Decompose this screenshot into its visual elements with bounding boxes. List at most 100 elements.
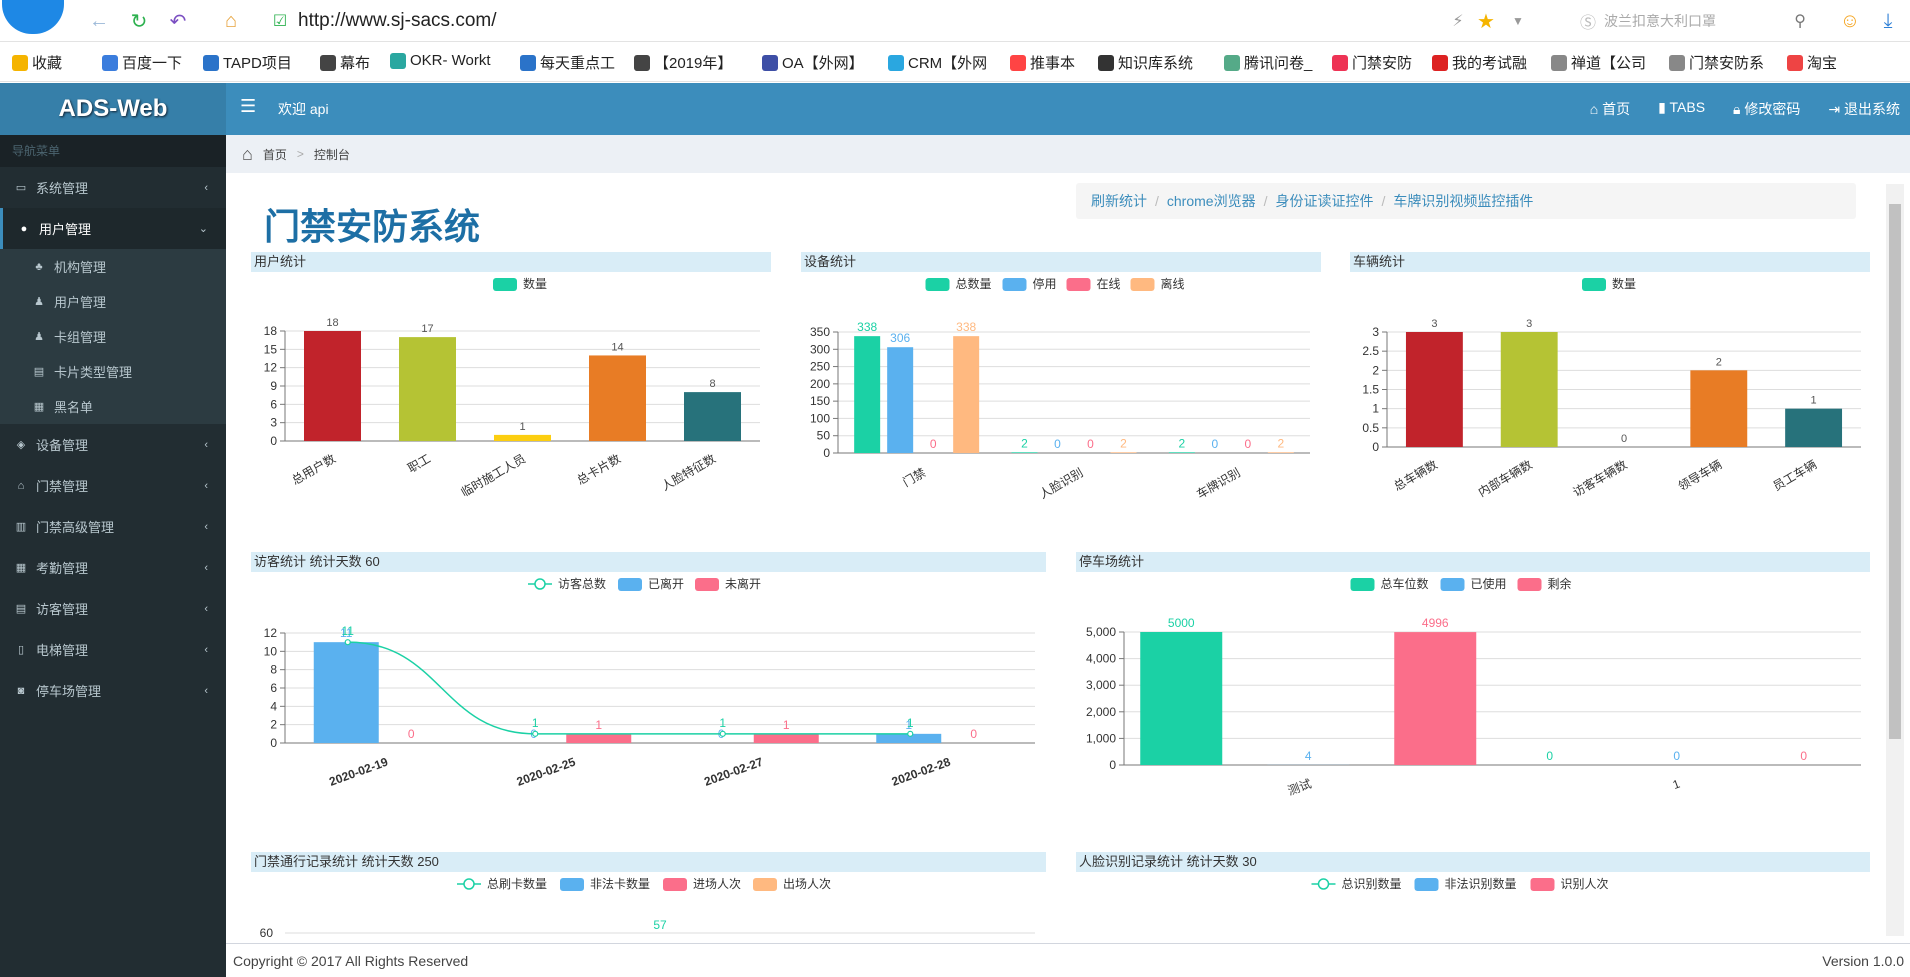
calendar-icon: ▦ [15,562,27,574]
bookmark-label: 知识库系统 [1118,55,1194,72]
refresh-stats-link[interactable]: 刷新统计 [1091,193,1147,209]
browser-search[interactable]: Ⓢ 波兰扣意大利口罩 ⚲ [1580,9,1806,33]
home-icon: ⌂ [1589,101,1603,117]
search-placeholder: 波兰扣意大利口罩 [1604,13,1717,29]
plugin-toolbar: 刷新统计 / chrome浏览器 / 身份证读证控件 / 车牌识别视频监控插件 [1076,183,1856,219]
star-icon[interactable]: ★ [1477,10,1495,33]
bookmark-label: 收藏 [32,55,63,72]
sidebar-item-system[interactable]: ▭ 系统管理 ‹ [15,181,208,196]
bookmark-item[interactable]: CRM【外网 [888,52,987,73]
bookmark-label: 幕布 [340,55,371,72]
bookmarks-bar [0,42,1910,82]
nav-password-link[interactable]: 🔒︎ 修改密码 [1733,101,1801,117]
bookmark-item[interactable]: 禅道【公司 [1551,52,1646,73]
nav-logout-link[interactable]: ⇥ 退出系统 [1828,101,1900,117]
sidebar-item-attendance[interactable]: ▦ 考勤管理 ‹ [15,561,208,576]
bookmark-item[interactable]: 门禁安防系 [1669,52,1764,73]
bookmark-item[interactable]: 百度一下 [102,52,182,73]
home-icon[interactable]: ⌂ [242,143,253,164]
shield-icon: ◈ [16,439,26,451]
sidebar-item-access-advanced[interactable]: ▥ 门禁高级管理 ‹ [15,520,208,535]
sidebar-item-parking[interactable]: ◙ 停车场管理 ‹ [0,670,226,711]
toolbar-sep: / [1381,193,1386,209]
bookmark-label: 禅道【公司 [1571,55,1647,72]
refresh-icon[interactable]: ↻ [130,10,148,33]
page-scrollbar[interactable] [1886,184,1904,936]
sidebar-sub-user[interactable]: ♟ 用户管理 [0,284,226,319]
bookmark-item[interactable]: 收藏 [12,52,62,73]
panel-title-parking: 停车场统计 [1076,552,1870,572]
bookmark-icon [1551,54,1567,71]
idcard-icon: ▤ [33,366,45,378]
bookmark-icon [1787,54,1803,71]
nav-home-link[interactable]: ⌂ 首页 [1589,101,1631,117]
sidebar-sub-cardgroup[interactable]: ♟ 卡组管理 [0,319,226,354]
bookmark-icon [888,54,904,71]
bookmark-icon [203,54,219,71]
panel-title-visitor: 访客统计 统计天数 60 [251,552,1046,572]
bookmark-icon [1669,54,1685,71]
sidebar-item-devices[interactable]: ◈ 设备管理 ‹ [0,424,226,465]
bookmark-label: TAPD项目 [223,55,292,72]
browser-toolbar: ← ↻ ↶ ⌂ ☑ http://www.sj-sacs.com/ ⚡ ★ ▼ … [0,0,1910,42]
sidebar-item-visitors[interactable]: ▤ 访客管理 ‹ [15,602,208,617]
bookmark-label: 【2019年】 [654,55,733,72]
menu-toggle-icon[interactable]: ☰ [240,96,257,116]
bookmark-icon: ▮ [1658,99,1670,115]
chevron-left-icon: ‹ [204,438,208,451]
sidebar-sub-org[interactable]: ♣ 机构管理 [0,249,226,284]
chevron-down-icon: ⌄ [198,223,208,235]
bookmark-item[interactable]: 推事本 [1010,52,1075,73]
bookmark-icon [1432,54,1448,71]
bookmark-item[interactable]: 我的考试融 [1432,52,1527,73]
sitemap-icon: ♣ [35,260,43,273]
bookmark-item[interactable]: 【2019年】 [634,52,732,73]
sidebar-sub-cardtype[interactable]: ▤ 卡片类型管理 [33,365,133,380]
bookmark-label: CRM【外网 [908,55,988,72]
url-bar[interactable]: http://www.sj-sacs.com/ [298,10,497,31]
home-icon[interactable]: ⌂ [224,9,238,32]
search-engine-icon: Ⓢ [1580,15,1597,32]
bookmark-item[interactable]: 幕布 [320,52,370,73]
bookmark-label: 淘宝 [1807,55,1838,72]
bookmark-label: OA【外网】 [782,55,864,72]
download-icon[interactable]: ⤓ [1883,9,1893,32]
bookmark-icon [1010,54,1026,71]
sidebar-sub-blacklist[interactable]: ▦ 黑名单 [33,400,94,415]
breadcrumb-home[interactable]: 首页 [262,147,287,162]
bookmark-item[interactable]: 腾讯问卷_ [1224,52,1312,73]
welcome-text: 欢迎 api [278,101,329,117]
smiley-icon[interactable]: ☺ [1839,9,1861,32]
top-links: ⌂ 首页 ▮ TABS 🔒︎ 修改密码 ⇥ 退出系统 [1590,99,1900,119]
bookmark-item[interactable]: 每天重点工 [520,52,615,73]
nav-tabs-link[interactable]: ▮ TABS [1658,99,1706,115]
sidebar-item-access[interactable]: ⌂ 门禁管理 ‹ [0,465,226,506]
bookmark-icon [520,54,536,71]
bookmark-item[interactable]: 门禁安防 [1332,52,1412,73]
browser-logo-icon [2,0,64,34]
bookmark-item[interactable]: 淘宝 [1787,52,1837,73]
breadcrumb-current: 控制台 [313,147,350,162]
id-reader-link[interactable]: 身份证读证控件 [1275,193,1374,209]
scrollbar-thumb[interactable] [1889,204,1901,739]
undo-icon[interactable]: ↶ [169,10,187,33]
lightning-icon[interactable]: ⚡ [1452,13,1464,30]
panel-title-face: 人脸识别记录统计 统计天数 30 [1076,852,1870,872]
plate-plugin-link[interactable]: 车牌识别视频监控插件 [1393,193,1534,209]
panel-title-vehicle: 车辆统计 [1350,252,1870,272]
search-icon[interactable]: ⚲ [1794,13,1806,30]
bookmark-item[interactable]: OKR- Workt [390,52,491,69]
chrome-link[interactable]: chrome浏览器 [1166,193,1256,209]
dropdown-icon[interactable]: ▼ [1512,14,1524,28]
bookmark-icon [320,54,336,71]
bookmark-item[interactable]: TAPD项目 [203,52,292,73]
chevron-left-icon: ‹ [204,684,208,697]
app-logo[interactable]: ADS-Web [0,83,226,135]
bookmark-item[interactable]: 知识库系统 [1098,52,1193,73]
sidebar-item-elevator[interactable]: ▯ 电梯管理 ‹ [0,629,226,670]
sidebar-item-users[interactable]: ● 用户管理 ⌄ [0,208,226,249]
bookmark-icon [1098,54,1114,71]
top-navbar: ☰ 欢迎 api ⌂ 首页 ▮ TABS 🔒︎ 修改密码 ⇥ 退出系统 [0,83,1910,135]
back-icon[interactable]: ← [89,9,109,32]
bookmark-item[interactable]: OA【外网】 [762,52,864,73]
